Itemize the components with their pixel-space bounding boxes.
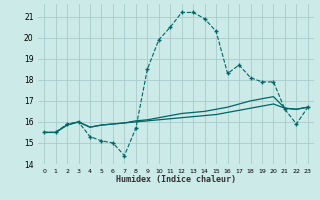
X-axis label: Humidex (Indice chaleur): Humidex (Indice chaleur)	[116, 175, 236, 184]
